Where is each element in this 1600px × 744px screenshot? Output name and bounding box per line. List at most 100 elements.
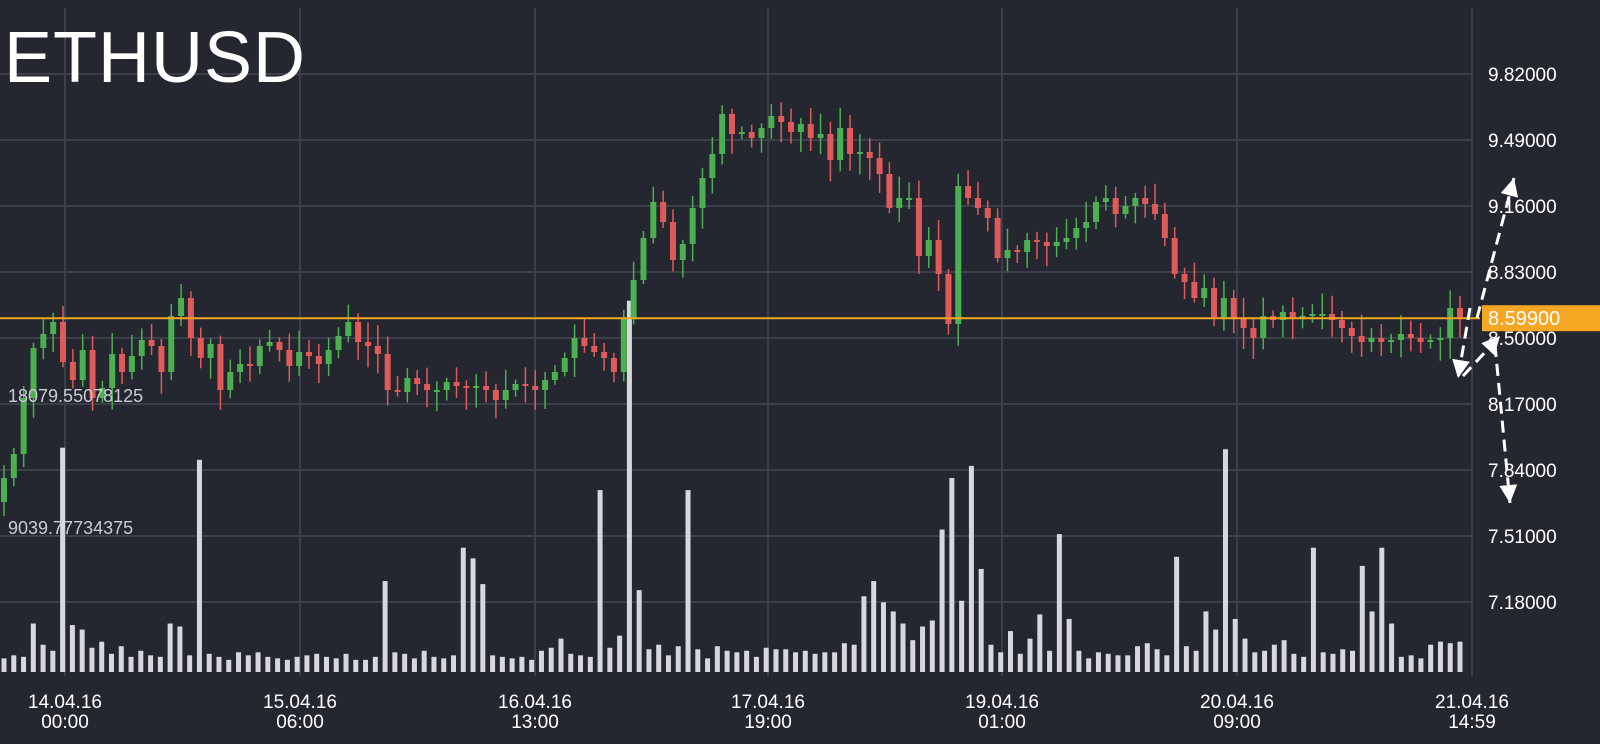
volume-bar	[568, 653, 574, 672]
volume-bar	[206, 653, 212, 672]
candle-body	[945, 274, 952, 324]
candle-body	[984, 208, 991, 218]
volume-bar	[1154, 649, 1160, 672]
candle-body	[335, 336, 342, 350]
volume-bar	[265, 656, 271, 672]
candle-body	[1319, 314, 1326, 316]
x-tick-time: 01:00	[978, 712, 1026, 733]
volume-bar	[1174, 556, 1180, 672]
candle-body	[1437, 338, 1444, 340]
volume-bar	[1271, 644, 1277, 672]
arrow-down-1[interactable]	[1452, 307, 1472, 379]
candle-body	[1230, 298, 1237, 318]
volume-bar	[392, 652, 398, 672]
volume-bar	[519, 656, 525, 672]
candle-body	[974, 198, 981, 208]
candle-body	[1024, 240, 1031, 252]
x-tick-date: 20.04.16	[1200, 692, 1274, 713]
y-tick-label: 9.82000	[1488, 65, 1557, 86]
volume-bar	[1379, 547, 1385, 672]
candle-body	[1250, 328, 1257, 338]
arrow-up-2[interactable]	[1475, 177, 1519, 319]
volume-bar	[978, 568, 984, 672]
volume-bar	[793, 652, 799, 672]
volume-bar	[1301, 656, 1307, 672]
candle-body	[433, 390, 440, 392]
volume-bar	[1232, 618, 1238, 672]
volume-bar	[11, 655, 17, 672]
volume-bar	[460, 547, 466, 672]
candle-body	[876, 158, 883, 174]
volume-bar	[1066, 618, 1072, 672]
x-tick-time: 19:00	[744, 712, 792, 733]
volume-bar	[1281, 640, 1287, 672]
volume-bar	[988, 644, 994, 672]
volume-bar	[1291, 653, 1297, 672]
candle-body	[394, 390, 401, 392]
volume-bar	[490, 655, 496, 672]
volume-bar	[480, 584, 486, 672]
candle-body	[424, 384, 431, 390]
candle-body	[1, 478, 7, 502]
volume-bar	[509, 658, 515, 672]
candle-body	[699, 178, 706, 208]
x-tick-time: 06:00	[276, 712, 324, 733]
volume-bar	[597, 490, 603, 672]
volume-bar	[724, 650, 730, 672]
volume-bar	[294, 656, 300, 672]
candle-body	[1102, 198, 1109, 202]
volume-bar	[685, 490, 691, 672]
volume-bar	[812, 653, 818, 672]
candle-body	[1407, 334, 1414, 338]
candle-body	[1211, 288, 1218, 318]
candle-body	[758, 128, 765, 138]
candle-body	[1348, 328, 1355, 336]
volume-bar	[216, 656, 222, 672]
y-tick-label: 8.83000	[1488, 263, 1557, 284]
candle-body	[522, 384, 529, 386]
volume-bar	[695, 649, 701, 672]
candle-body	[768, 116, 775, 128]
volume-bar	[1222, 449, 1228, 672]
volume-bar	[353, 659, 359, 672]
volume-bar	[802, 650, 808, 672]
arrow-down-2[interactable]	[1493, 344, 1518, 504]
candle-body	[512, 384, 519, 390]
volume-bar	[333, 658, 339, 672]
volume-bar	[763, 647, 769, 672]
volume-bar	[1203, 611, 1209, 672]
volume-bar	[744, 650, 750, 672]
volume-bar	[177, 626, 183, 672]
volume-bar	[1369, 611, 1375, 672]
candle-body	[463, 386, 470, 388]
candle-body	[60, 322, 67, 362]
x-tick-time: 09:00	[1213, 712, 1261, 733]
volume-bar	[1242, 638, 1248, 672]
candle-body	[1033, 240, 1040, 242]
candle-body	[158, 346, 165, 372]
candle-body	[40, 334, 47, 348]
arrow-up-1[interactable]	[1461, 334, 1502, 378]
volume-bar	[1252, 652, 1258, 672]
candle-body	[1329, 314, 1336, 320]
volume-bar	[1144, 643, 1150, 672]
volume-bar	[1320, 652, 1326, 672]
current-price-label: 8.59900	[1488, 308, 1560, 330]
volume-bar	[128, 656, 134, 672]
volume-bar	[1125, 655, 1131, 672]
y-tick-label: 8.17000	[1488, 395, 1557, 416]
volume-bar	[1398, 656, 1404, 672]
candle-body	[896, 198, 903, 208]
candle-body	[453, 382, 460, 386]
candle-body	[1417, 338, 1424, 342]
candle-body	[365, 342, 371, 346]
volume-bar	[255, 652, 261, 672]
candle-body	[542, 380, 549, 390]
candle-body	[935, 240, 942, 274]
volume-bar	[1047, 650, 1053, 672]
arrow-annotations[interactable]	[1452, 177, 1519, 504]
volume-bar	[1183, 646, 1189, 672]
candle-body	[866, 152, 873, 158]
